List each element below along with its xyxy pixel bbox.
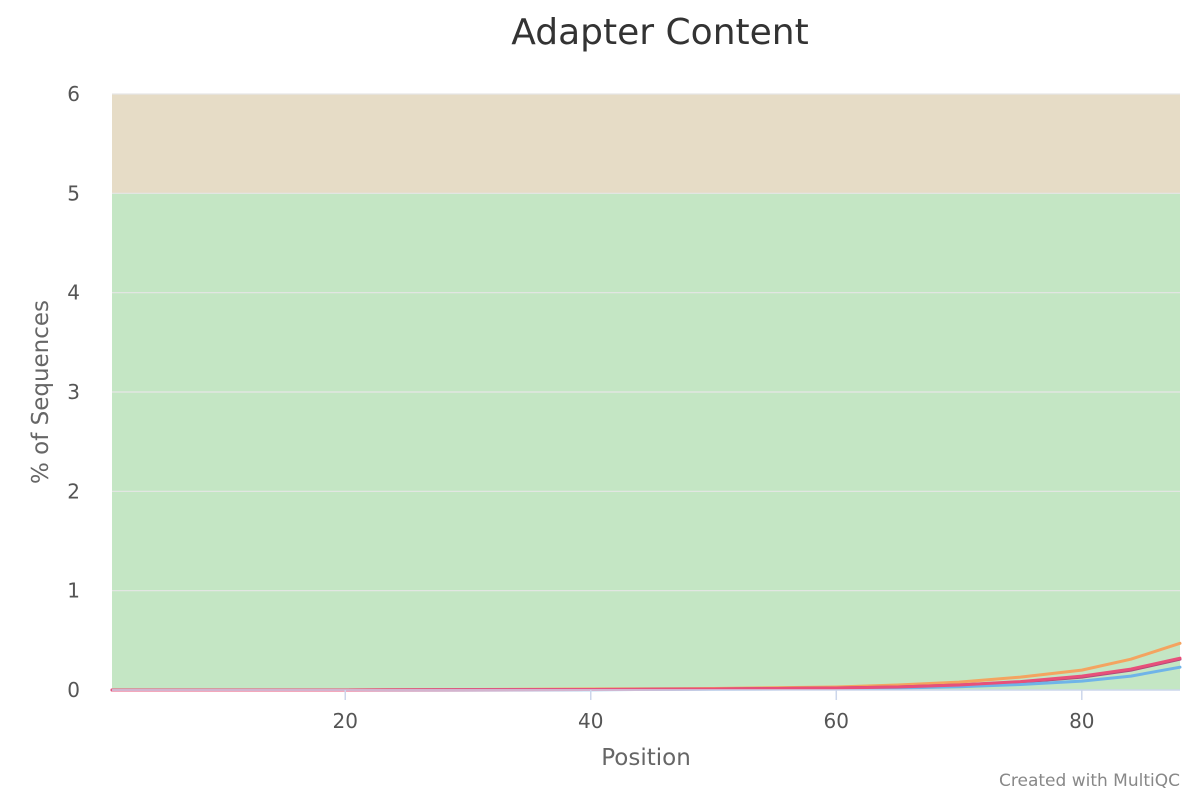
grid-lines [112,93,1180,592]
y-tick-label-1: 1 [67,579,80,603]
chart-title: Adapter Content [511,12,809,53]
y-axis-title: % of Sequences [28,300,54,484]
axes: 0 1 2 3 4 5 6 20 40 60 80 [67,82,1180,733]
x-tick-label-40: 40 [578,709,603,733]
x-tick-label-20: 20 [333,709,358,733]
plot-bands [112,94,1180,691]
plot-band-0 [112,193,1180,691]
x-tick-label-60: 60 [824,709,849,733]
plot-band-1 [112,94,1180,194]
x-tick-label-80: 80 [1069,709,1094,733]
y-tick-label-2: 2 [67,479,80,503]
y-tick-label-4: 4 [67,281,80,305]
y-tick-label-5: 5 [67,181,80,205]
multiqc-credit: Created with MultiQC [999,771,1180,791]
y-tick-label-0: 0 [67,678,80,702]
x-axis-title: Position [601,745,691,771]
y-tick-label-3: 3 [67,380,80,404]
y-tick-label-6: 6 [67,82,80,106]
